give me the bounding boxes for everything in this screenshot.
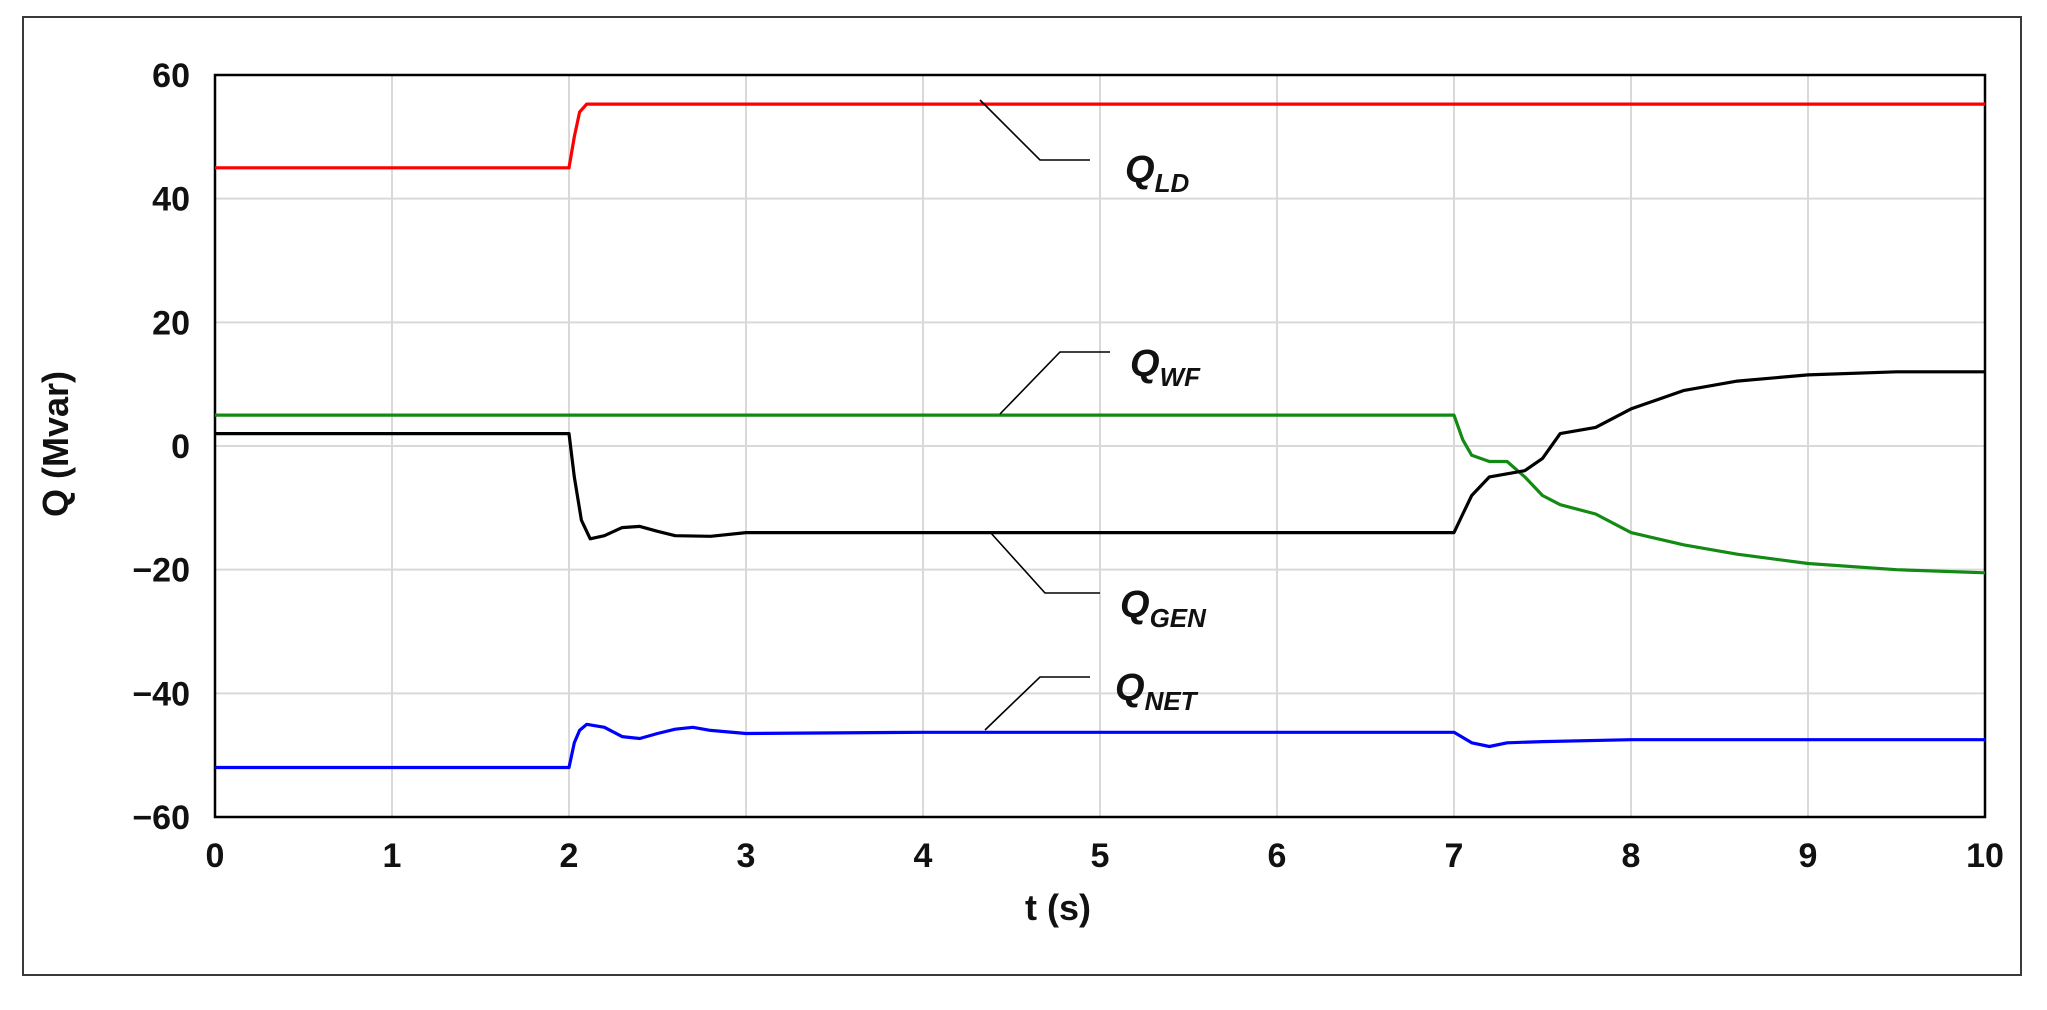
x-tick-label: 8 bbox=[1622, 837, 1641, 875]
leader-line-gen bbox=[989, 531, 1100, 594]
series-label-main: Q bbox=[1120, 584, 1150, 626]
annotation-leaders bbox=[979, 99, 1110, 731]
series-label-subscript: WF bbox=[1160, 362, 1202, 392]
y-tick-label: −20 bbox=[132, 552, 190, 590]
x-tick-label: 3 bbox=[737, 837, 756, 875]
x-tick-label: 0 bbox=[206, 837, 225, 875]
series-label-subscript: LD bbox=[1155, 168, 1190, 198]
leader-line-net bbox=[984, 676, 1090, 731]
series-group bbox=[215, 102, 1986, 770]
x-tick-label: 10 bbox=[1966, 837, 2004, 875]
series-label-gen: QGEN bbox=[1120, 584, 1207, 633]
x-tick-label: 6 bbox=[1268, 837, 1287, 875]
grid bbox=[215, 75, 1985, 817]
series-label-ld: QLD bbox=[1125, 149, 1189, 198]
x-tick-label: 9 bbox=[1799, 837, 1818, 875]
y-tick-label: −40 bbox=[132, 675, 190, 713]
series-label-wf: QWF bbox=[1130, 343, 1201, 392]
x-tick-label: 5 bbox=[1091, 837, 1110, 875]
series-line-ld bbox=[215, 102, 1985, 170]
y-tick-label: 0 bbox=[171, 428, 190, 466]
series-label-main: Q bbox=[1125, 149, 1155, 191]
series-label-net: QNET bbox=[1115, 667, 1199, 716]
series-line-net bbox=[215, 722, 1985, 770]
y-tick-label: 20 bbox=[152, 304, 190, 342]
x-tick-label: 4 bbox=[914, 837, 933, 875]
leader-line-ld bbox=[979, 99, 1090, 161]
series-label-main: Q bbox=[1115, 667, 1145, 709]
series-label-main: Q bbox=[1130, 343, 1160, 385]
y-tick-label: −60 bbox=[132, 799, 190, 837]
series-line-wf bbox=[215, 413, 1986, 575]
series-label-subscript: GEN bbox=[1150, 603, 1208, 633]
x-tick-label: 7 bbox=[1445, 837, 1464, 875]
series-line-gen bbox=[215, 370, 1985, 541]
x-tick-label: 2 bbox=[560, 837, 579, 875]
x-tick-label: 1 bbox=[383, 837, 402, 875]
plot-area-border bbox=[213, 73, 1987, 819]
y-tick-label: 40 bbox=[152, 181, 190, 219]
y-axis-title: Q (Mvar) bbox=[35, 371, 76, 517]
y-tick-label: 60 bbox=[152, 57, 190, 95]
x-axis-title: t (s) bbox=[1025, 887, 1091, 928]
series-label-subscript: NET bbox=[1145, 686, 1199, 716]
axes: 0 1 2 3 4 5 6 7 8 9 10 60 40 20 0 −20 −40 −60 bbox=[132, 57, 2004, 875]
leader-line-wf bbox=[999, 351, 1110, 415]
